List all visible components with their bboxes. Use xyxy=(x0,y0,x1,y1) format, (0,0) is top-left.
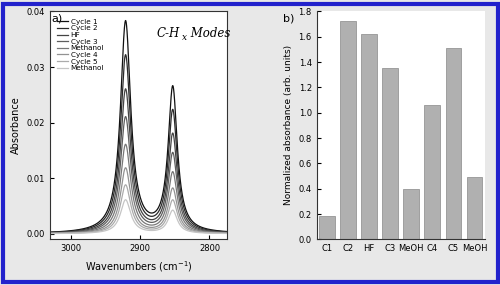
Line: HF: HF xyxy=(46,89,230,233)
Cycle 3 xyxy=(114,191,120,195)
Line: Cycle 5: Cycle 5 xyxy=(46,185,230,233)
Cycle 4 xyxy=(122,166,128,169)
Text: b): b) xyxy=(283,14,294,24)
HF xyxy=(76,229,82,233)
Text: a): a) xyxy=(52,14,63,24)
Cycle 4 xyxy=(114,209,120,212)
Bar xyxy=(404,189,419,239)
Methanol xyxy=(224,231,230,235)
Cycle 3 xyxy=(228,231,234,234)
Bar xyxy=(382,68,398,239)
Line: Methanol: Methanol xyxy=(46,200,230,234)
Methanol xyxy=(114,201,120,204)
Cycle 2 xyxy=(76,229,82,232)
Cycle 3 xyxy=(122,115,128,118)
Cycle 1 xyxy=(204,227,210,231)
Methanol xyxy=(76,230,82,234)
Methanol xyxy=(114,220,120,224)
Methanol xyxy=(44,231,50,235)
Cycle 4 xyxy=(44,232,50,235)
Methanol xyxy=(122,198,128,202)
Cycle 3 xyxy=(64,231,70,234)
Y-axis label: Normalized absorbance (arb. units): Normalized absorbance (arb. units) xyxy=(284,45,293,205)
Cycle 1 xyxy=(64,229,70,233)
Cycle 1 xyxy=(228,230,234,233)
Methanol xyxy=(122,142,128,146)
Methanol xyxy=(44,232,50,235)
Cycle 1 xyxy=(44,231,50,234)
Cycle 1 xyxy=(114,158,120,161)
Legend: Cycle 1, Cycle 2, HF, Cycle 3, Methanol, Cycle 4, Cycle 5, Methanol: Cycle 1, Cycle 2, HF, Cycle 3, Methanol,… xyxy=(56,17,106,73)
HF xyxy=(114,182,120,185)
HF xyxy=(122,89,128,92)
Bar xyxy=(319,216,335,239)
Cycle 1 xyxy=(122,21,128,25)
Cycle 5 xyxy=(64,231,70,235)
Bar xyxy=(446,48,462,239)
Methanol xyxy=(64,232,70,235)
Cycle 4 xyxy=(228,231,234,235)
Cycle 3 xyxy=(204,229,210,233)
Methanol xyxy=(122,143,128,147)
Cycle 3 xyxy=(122,116,128,119)
Cycle 4 xyxy=(204,231,210,234)
Bar xyxy=(362,34,377,239)
HF xyxy=(44,231,50,235)
Cycle 5 xyxy=(122,183,128,186)
Cycle 5 xyxy=(224,232,230,235)
Cycle 5 xyxy=(228,232,234,235)
Methanol xyxy=(122,198,128,201)
Cycle 5 xyxy=(44,232,50,235)
Cycle 5 xyxy=(76,231,82,235)
Methanol xyxy=(224,232,230,235)
HF xyxy=(228,231,234,234)
Cycle 4 xyxy=(76,231,82,234)
Methanol xyxy=(64,231,70,234)
Cycle 1 xyxy=(224,230,230,233)
Line: Cycle 1: Cycle 1 xyxy=(46,21,230,232)
Cycle 1 xyxy=(76,228,82,231)
Methanol xyxy=(204,230,210,233)
Cycle 2 xyxy=(122,53,128,56)
Bar xyxy=(424,105,440,239)
Cycle 4 xyxy=(64,231,70,235)
Cycle 5 xyxy=(114,215,120,218)
Cycle 2 xyxy=(64,230,70,233)
Cycle 2 xyxy=(204,228,210,231)
Cycle 2 xyxy=(114,170,120,173)
Methanol xyxy=(228,231,234,235)
Text: Modes: Modes xyxy=(187,27,230,40)
Cycle 3 xyxy=(76,230,82,233)
Y-axis label: Absorbance: Absorbance xyxy=(11,97,21,154)
HF xyxy=(224,231,230,234)
Cycle 2 xyxy=(224,230,230,234)
Line: Cycle 3: Cycle 3 xyxy=(46,117,230,233)
Cycle 3 xyxy=(44,231,50,235)
Cycle 4 xyxy=(224,231,230,235)
Text: C-H: C-H xyxy=(156,27,180,40)
Methanol xyxy=(228,232,234,235)
Cycle 3 xyxy=(224,231,230,234)
Cycle 2 xyxy=(122,55,128,58)
X-axis label: Wavenumbers (cm$^{-1}$): Wavenumbers (cm$^{-1}$) xyxy=(84,259,192,274)
Methanol xyxy=(204,231,210,235)
Methanol xyxy=(76,231,82,235)
HF xyxy=(204,229,210,232)
Bar xyxy=(466,177,482,239)
Bar xyxy=(340,21,356,239)
Cycle 4 xyxy=(122,167,128,170)
Cycle 2 xyxy=(44,231,50,234)
Cycle 5 xyxy=(204,231,210,235)
Cycle 1 xyxy=(122,19,128,22)
HF xyxy=(122,87,128,91)
Line: Cycle 4: Cycle 4 xyxy=(46,168,230,233)
Line: Cycle 2: Cycle 2 xyxy=(46,55,230,233)
Cycle 5 xyxy=(122,184,128,187)
HF xyxy=(64,230,70,234)
Line: Methanol: Methanol xyxy=(46,144,230,233)
Cycle 2 xyxy=(228,230,234,234)
Text: x: x xyxy=(182,33,187,42)
